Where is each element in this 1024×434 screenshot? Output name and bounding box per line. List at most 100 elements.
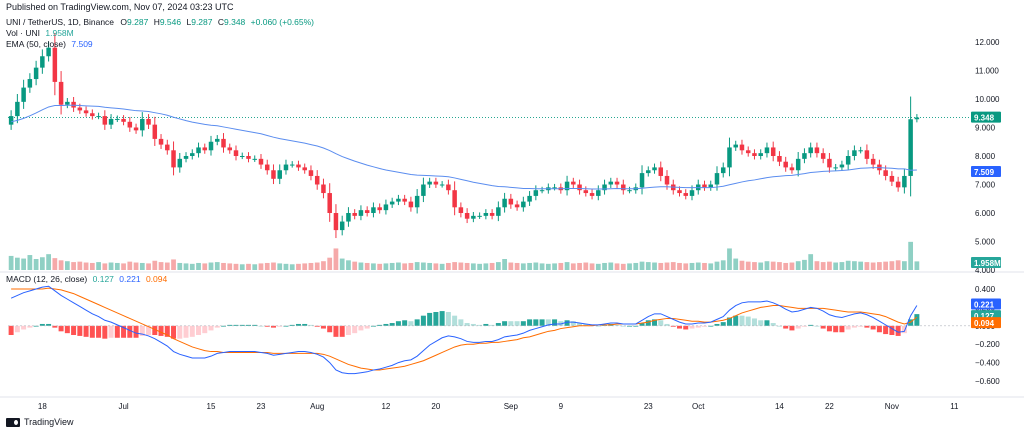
volume-bar — [852, 261, 857, 270]
macd-histogram-bar — [96, 325, 102, 338]
macd-histogram-bar — [539, 319, 545, 326]
volume-bar — [71, 262, 76, 270]
macd-histogram-bar — [377, 324, 383, 326]
volume-bar — [752, 262, 757, 270]
candle-body — [845, 156, 851, 165]
candle-body — [346, 213, 351, 222]
macd-histogram-bar — [726, 317, 732, 326]
candle-body — [827, 158, 832, 168]
candle-body — [196, 147, 201, 154]
macd-histogram-bar — [89, 325, 95, 338]
macd-histogram-bar — [39, 323, 45, 326]
volume-bar — [833, 262, 839, 270]
macd-histogram-bar — [420, 315, 426, 326]
candle-body — [477, 215, 482, 217]
last-price-badge-bg — [971, 111, 1001, 123]
macd-histogram-bar — [389, 323, 395, 326]
legend-low: 9.287 — [191, 17, 213, 27]
time-tick-label: 20 — [431, 402, 440, 411]
volume-bar — [620, 263, 626, 270]
volume-bar — [171, 259, 176, 270]
candle-body — [858, 150, 863, 152]
candle-body — [646, 170, 651, 174]
macd-histogram-bar — [327, 325, 333, 333]
volume-bar — [808, 254, 814, 270]
volume-bar — [764, 261, 770, 270]
volume-bar — [314, 262, 320, 270]
volume-bar — [814, 261, 820, 270]
volume-bar — [733, 258, 739, 270]
macd-histogram-bar — [620, 325, 626, 327]
legend-ema-label: EMA (50, close) — [6, 39, 66, 49]
candle-body — [889, 175, 895, 182]
volume-bar — [183, 263, 189, 270]
volume-bar — [258, 263, 264, 270]
candle-body — [745, 150, 751, 154]
volume-bar — [564, 262, 570, 270]
candle-body — [608, 181, 614, 185]
volume-bar — [695, 262, 701, 270]
macd-histogram-bar — [202, 325, 208, 334]
volume-bar — [202, 263, 208, 270]
macd-histogram-bar — [439, 311, 445, 326]
volume-bar — [702, 262, 707, 270]
macd-histogram-bar — [221, 325, 227, 327]
candle-body — [140, 118, 145, 131]
macd-histogram-bar — [277, 325, 283, 327]
time-tick-label: 15 — [207, 402, 216, 411]
volume-bar — [552, 263, 557, 270]
candle-body — [177, 158, 183, 168]
price-tick-label: 11.000 — [975, 67, 999, 76]
macd-histogram-bar — [858, 325, 864, 327]
price-tick-label: 6.000 — [975, 209, 996, 218]
volume-bar — [14, 257, 20, 270]
macd-histogram-bar — [783, 325, 789, 329]
candle-body — [271, 170, 276, 179]
macd-histogram-bar — [801, 325, 807, 327]
macd-histogram-bar — [383, 323, 389, 326]
macd-histogram-bar — [414, 319, 420, 326]
candle-body — [795, 158, 801, 171]
macd-histogram-bar — [64, 325, 70, 334]
volume-bar — [608, 262, 614, 270]
macd-histogram-bar — [583, 323, 589, 326]
volume-bar — [758, 262, 764, 270]
candle-body — [258, 158, 264, 165]
macd-histogram-bar — [164, 325, 170, 337]
volume-bar — [670, 262, 676, 270]
volume-bar — [108, 262, 114, 270]
candle-body — [327, 193, 332, 213]
volume-bar — [339, 258, 345, 270]
candle-body — [83, 110, 89, 114]
volume-bar — [514, 262, 520, 270]
candle-body — [864, 150, 870, 159]
volume-bar — [877, 262, 882, 270]
candle-body — [296, 164, 301, 168]
candle-body — [339, 221, 345, 231]
macd-histogram-bar — [758, 320, 764, 326]
volume-bar — [539, 263, 545, 270]
volume-bar — [333, 248, 339, 270]
price-tick-label: 8.000 — [975, 152, 996, 161]
time-tick-label: Aug — [310, 402, 324, 411]
macd-histogram-bar — [876, 325, 882, 333]
macd-histogram-bar — [77, 325, 83, 336]
volume-bar — [802, 259, 807, 270]
candle-body — [908, 119, 913, 176]
macd-histogram-bar — [808, 324, 814, 326]
macd-histogram-bar — [770, 323, 776, 326]
candle-body — [552, 187, 557, 189]
volume-bar — [346, 260, 351, 270]
candle-body — [439, 184, 445, 186]
candle-body — [352, 213, 357, 216]
candle-body — [883, 170, 888, 176]
candle-body — [15, 101, 20, 117]
volume-bar — [102, 263, 108, 270]
candle-body — [158, 138, 164, 145]
macd-histogram-bar — [345, 325, 351, 335]
candle-body — [902, 175, 907, 188]
macd-histogram-bar — [664, 323, 670, 326]
macd-histogram-bar — [320, 325, 326, 329]
candle-body — [452, 190, 457, 208]
